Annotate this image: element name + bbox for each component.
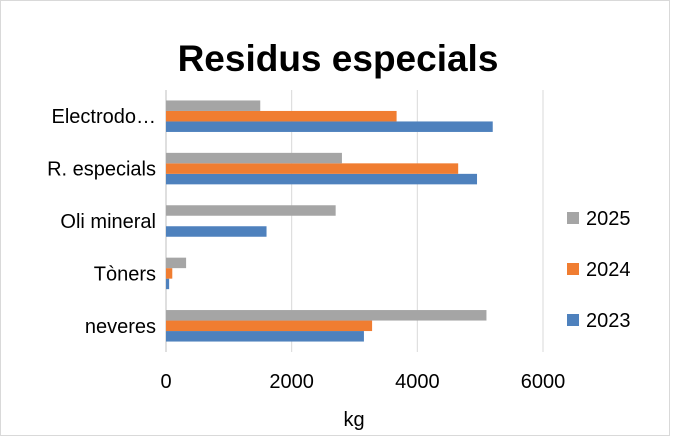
bar-2024-3 bbox=[166, 163, 459, 174]
x-tick-label-0: 0 bbox=[160, 371, 171, 393]
legend-swatch-2023 bbox=[567, 314, 579, 326]
x-tick-label-4000: 4000 bbox=[395, 371, 440, 393]
x-tick-label-6000: 6000 bbox=[521, 371, 566, 393]
category-label-4: Electrodo… bbox=[52, 106, 157, 128]
category-label-1: Tòners bbox=[94, 263, 156, 285]
legend-swatch-2025 bbox=[567, 212, 579, 224]
bar-2025-1 bbox=[166, 257, 187, 269]
category-label-3: R. especials bbox=[47, 159, 156, 181]
bar-2024-1 bbox=[166, 268, 173, 279]
legend-label-2025: 2025 bbox=[586, 208, 631, 230]
bar-2025-4 bbox=[166, 100, 261, 111]
bar-2023-0 bbox=[166, 331, 364, 342]
bars bbox=[166, 100, 493, 342]
bar-2025-2 bbox=[166, 205, 336, 216]
gridlines bbox=[165, 90, 544, 352]
legend: 2025 2024 2023 bbox=[567, 208, 631, 332]
bar-2025-3 bbox=[166, 152, 342, 164]
bar-2024-0 bbox=[166, 320, 373, 332]
chart-title: Residus especials bbox=[178, 38, 499, 79]
legend-swatch-2024 bbox=[567, 263, 579, 275]
category-labels: neveres Tòners Oli mineral R. especials Elec… bbox=[47, 106, 156, 338]
category-label-0: neveres bbox=[85, 316, 156, 338]
category-label-2: Oli mineral bbox=[60, 211, 156, 233]
legend-label-2024: 2024 bbox=[586, 259, 631, 281]
x-axis-label: kg bbox=[343, 409, 364, 431]
bar-2023-3 bbox=[166, 173, 478, 185]
bar-2023-1 bbox=[166, 278, 170, 290]
legend-label-2023: 2023 bbox=[586, 310, 631, 332]
bar-2023-2 bbox=[166, 226, 267, 237]
bar-2023-4 bbox=[166, 121, 493, 132]
x-tick-label-2000: 2000 bbox=[269, 371, 314, 393]
bar-2025-0 bbox=[166, 310, 487, 321]
x-tick-labels: 0 2000 4000 6000 bbox=[160, 371, 565, 393]
bar-2024-4 bbox=[166, 110, 397, 122]
